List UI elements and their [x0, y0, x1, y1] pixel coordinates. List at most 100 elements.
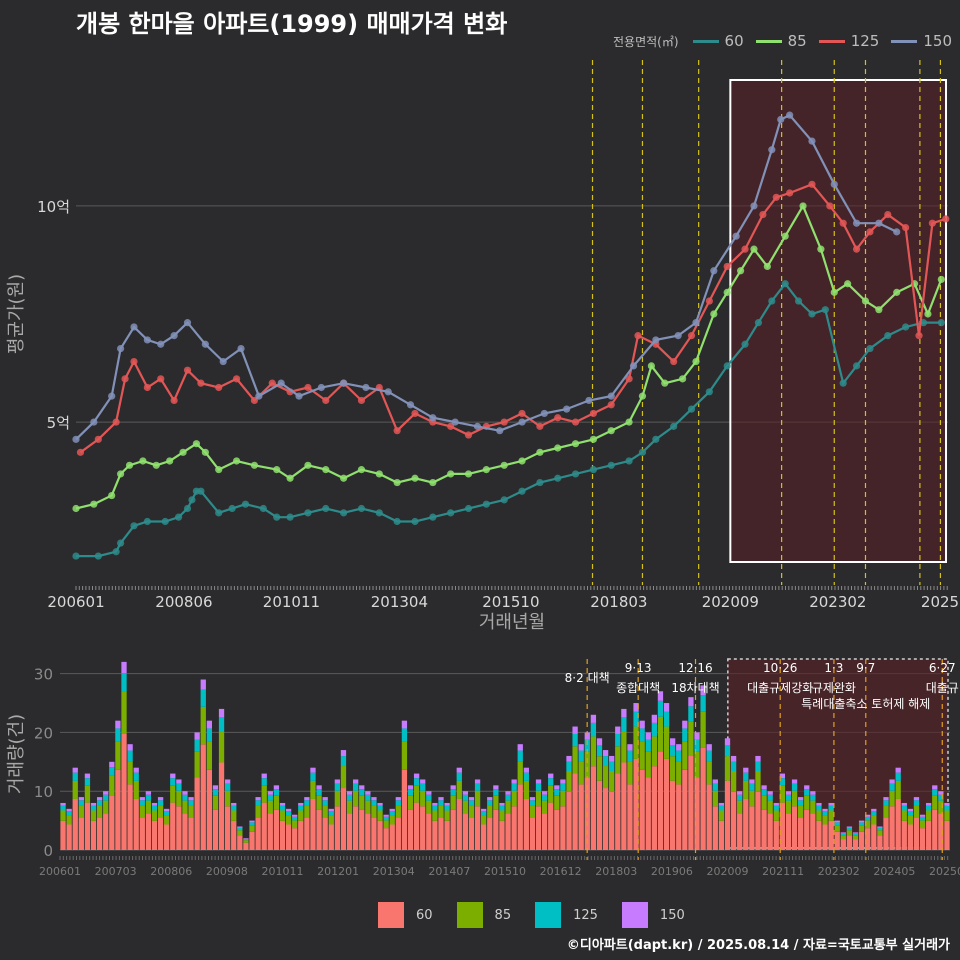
data-point-60 — [571, 470, 580, 478]
volume-bar-85 — [334, 790, 341, 807]
volume-bar-125 — [298, 805, 304, 811]
volume-bar-60 — [651, 766, 657, 850]
volume-bar-150 — [779, 773, 786, 779]
x-tick-label: 201304 — [371, 593, 428, 611]
volume-bar-60 — [121, 733, 127, 850]
volume-bar-150 — [743, 767, 749, 773]
volume-bar-60 — [676, 784, 682, 850]
data-point-85 — [781, 232, 789, 240]
data-point-85 — [937, 275, 945, 284]
volume-bar-125 — [426, 794, 432, 801]
volume-bar-150 — [407, 785, 414, 790]
volume-x-tick-label: 201304 — [373, 865, 415, 878]
data-point-85 — [647, 362, 655, 370]
volume-bar-125 — [60, 805, 66, 811]
data-point-125 — [500, 418, 508, 426]
volume-bar-125 — [371, 800, 377, 806]
volume-bar-85 — [194, 751, 200, 778]
volume-x-tick-label: 201011 — [262, 865, 304, 878]
volume-bar-150 — [724, 738, 731, 746]
data-point-125 — [634, 332, 642, 340]
volume-bar-85 — [895, 780, 901, 799]
volume-legend-label-85: 85 — [494, 907, 512, 923]
volume-bar-150 — [548, 773, 554, 779]
data-point-125 — [157, 375, 165, 383]
data-point-60 — [304, 509, 312, 517]
volume-bar-125 — [901, 805, 907, 811]
volume-bar-85 — [590, 736, 597, 767]
volume-bar-85 — [420, 790, 426, 807]
volume-bar-125 — [749, 783, 755, 791]
data-point-85 — [536, 448, 544, 456]
data-point-85 — [518, 457, 526, 465]
volume-bar-125 — [444, 805, 450, 811]
volume-bar-85 — [523, 780, 529, 799]
volume-bar-85 — [444, 810, 450, 821]
volume-bar-125 — [279, 805, 286, 811]
data-point-60 — [112, 548, 120, 556]
volume-bar-125 — [127, 750, 133, 762]
data-point-85 — [72, 504, 80, 513]
volume-bar-85 — [310, 780, 316, 799]
volume-bar-85 — [535, 790, 542, 807]
volume-bar-150 — [718, 802, 725, 806]
volume-bar-125 — [822, 811, 828, 816]
data-point-85 — [924, 310, 932, 318]
data-point-125 — [705, 297, 713, 305]
volume-bar-150 — [121, 661, 127, 674]
volume-bar-150 — [78, 797, 84, 801]
data-point-125 — [589, 409, 598, 418]
volume-bar-85 — [798, 805, 804, 818]
volume-bar-60 — [322, 817, 328, 850]
volume-bar-125 — [505, 794, 511, 801]
data-point-125 — [94, 435, 102, 443]
volume-bar-125 — [767, 794, 773, 801]
volume-bar-125 — [871, 811, 877, 816]
volume-bar-150 — [304, 797, 310, 801]
volume-y-tick-label: 10 — [34, 783, 53, 801]
data-point-150 — [674, 332, 682, 340]
volume-bar-60 — [224, 806, 231, 850]
volume-bar-60 — [395, 817, 401, 850]
volume-bar-85 — [292, 820, 298, 829]
volume-bar-125 — [895, 772, 901, 781]
volume-swatch-125 — [535, 902, 562, 928]
volume-bar-60 — [200, 744, 206, 850]
data-point-60 — [482, 500, 490, 508]
volume-bar-60 — [194, 777, 200, 850]
policy-date-label: 9·13 — [625, 661, 652, 675]
legend-line-60 — [692, 39, 719, 43]
volume-bar-60 — [353, 806, 359, 850]
volume-bar-150 — [218, 708, 225, 718]
volume-bar-60 — [712, 806, 718, 850]
volume-bar-85 — [377, 810, 383, 821]
volume-bar-60 — [444, 820, 450, 850]
policy-name-label: 특례대출축소 토허제 해제 — [801, 697, 930, 711]
data-point-125 — [121, 375, 129, 383]
volume-bar-85 — [407, 795, 414, 810]
volume-bar-85 — [755, 770, 761, 792]
data-point-125 — [464, 431, 473, 439]
volume-bar-125 — [791, 783, 798, 791]
legend-title: 전용면적(㎡) — [613, 34, 679, 49]
volume-bar-60 — [432, 820, 438, 850]
volume-bar-125 — [231, 805, 237, 811]
data-point-60 — [741, 340, 749, 348]
data-point-85 — [464, 470, 473, 478]
volume-bar-85 — [688, 721, 694, 756]
volume-bar-125 — [194, 739, 200, 752]
data-point-60 — [228, 504, 236, 513]
volume-bar-125 — [78, 800, 84, 806]
data-point-125 — [215, 383, 223, 392]
volume-bar-150 — [682, 720, 688, 729]
volume-bar-85 — [249, 825, 255, 832]
volume-bar-150 — [602, 750, 609, 757]
volume-bar-85 — [657, 716, 664, 752]
volume-bar-60 — [468, 817, 475, 850]
data-point-125 — [772, 193, 780, 201]
volume-bar-150 — [267, 791, 273, 795]
volume-bar-125 — [804, 789, 810, 796]
volume-bar-150 — [60, 802, 66, 806]
volume-bar-60 — [517, 784, 523, 850]
volume-bar-150 — [578, 744, 584, 751]
